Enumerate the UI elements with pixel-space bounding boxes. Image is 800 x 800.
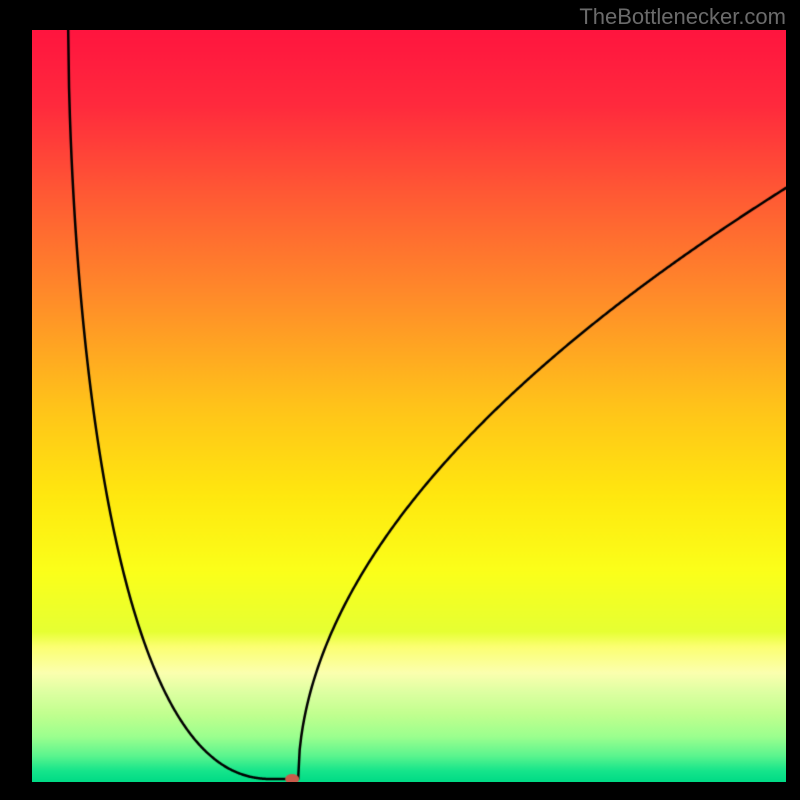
plot-area (32, 30, 786, 782)
chart-canvas (32, 30, 786, 782)
chart-frame: TheBottlenecker.com (0, 0, 800, 800)
watermark-text: TheBottlenecker.com (579, 4, 786, 30)
